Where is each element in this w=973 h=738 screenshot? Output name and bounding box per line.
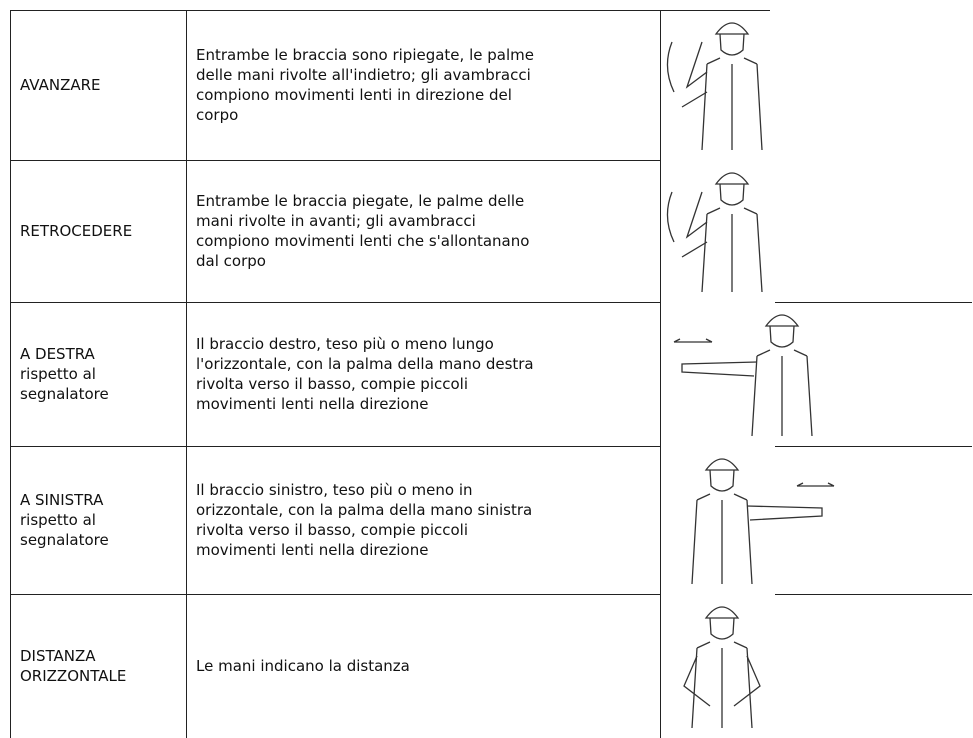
column-border [660, 10, 661, 738]
row-border [660, 10, 770, 11]
description-line: delle mani rivolte all'indietro; gli ava… [196, 66, 531, 84]
signal-name: A SINISTRA rispetto al segnalatore [11, 446, 187, 594]
description-line: compiono movimenti lenti che s'allontana… [196, 232, 530, 250]
signal-figure [666, 172, 763, 293]
description-line: Il braccio destro, teso più o meno lungo [196, 335, 494, 353]
column-border [186, 10, 187, 738]
description-line: rivolta verso il basso, compie piccoli [196, 375, 469, 393]
signal-name-line: rispetto al [20, 511, 96, 529]
signal-description: Il braccio sinistro, teso più o meno in o… [187, 446, 661, 594]
row-border [10, 446, 660, 447]
signal-name-line: A DESTRA [20, 345, 95, 363]
description-line: Le mani indicano la distanza [196, 657, 410, 675]
row-border [10, 302, 660, 303]
description-line: Il braccio sinistro, teso più o meno in [196, 481, 473, 499]
signal-name: DISTANZA ORIZZONTALE [11, 594, 187, 738]
signal-description: Le mani indicano la distanza [187, 594, 661, 738]
signal-figure [673, 314, 813, 437]
signal-name-line: DISTANZA [20, 647, 96, 665]
signal-figure [666, 22, 763, 151]
signal-figure [683, 606, 761, 729]
description-line: l'orizzontale, con la palma della mano d… [196, 355, 534, 373]
description-line: mani rivolte in avanti; gli avambracci [196, 212, 476, 230]
description-line: Entrambe le braccia sono ripiegate, le p… [196, 46, 534, 64]
signal-name-line: AVANZARE [20, 76, 101, 94]
description-line: dal corpo [196, 252, 266, 270]
column-border [10, 10, 11, 738]
signal-figure [691, 458, 835, 585]
signal-name-line: rispetto al [20, 365, 96, 383]
row-border [775, 302, 972, 303]
signal-description: Il braccio destro, teso più o meno lungo… [187, 302, 661, 446]
description-line: rivolta verso il basso, compie piccoli [196, 521, 469, 539]
description-line: corpo [196, 106, 239, 124]
description-line: movimenti lenti nella direzione [196, 541, 429, 559]
signal-name: A DESTRA rispetto al segnalatore [11, 302, 187, 446]
signal-name-line: A SINISTRA [20, 491, 104, 509]
row-border [10, 10, 660, 11]
signal-name: AVANZARE [11, 10, 187, 160]
row-border [775, 594, 972, 595]
description-line: orizzontale, con la palma della mano sin… [196, 501, 533, 519]
row-border [10, 594, 660, 595]
row-border [10, 160, 660, 161]
signal-description: Entrambe le braccia piegate, le palme de… [187, 160, 661, 302]
description-line: compiono movimenti lenti in direzione de… [196, 86, 512, 104]
signal-name-line: RETROCEDERE [20, 222, 133, 240]
description-line: movimenti lenti nella direzione [196, 395, 429, 413]
row-border [775, 446, 972, 447]
signal-name-line: segnalatore [20, 531, 109, 549]
signal-name: RETROCEDERE [11, 160, 187, 302]
description-line: Entrambe le braccia piegate, le palme de… [196, 192, 525, 210]
signal-name-line: segnalatore [20, 385, 109, 403]
signal-name-line: ORIZZONTALE [20, 667, 127, 685]
signal-description: Entrambe le braccia sono ripiegate, le p… [187, 10, 661, 160]
